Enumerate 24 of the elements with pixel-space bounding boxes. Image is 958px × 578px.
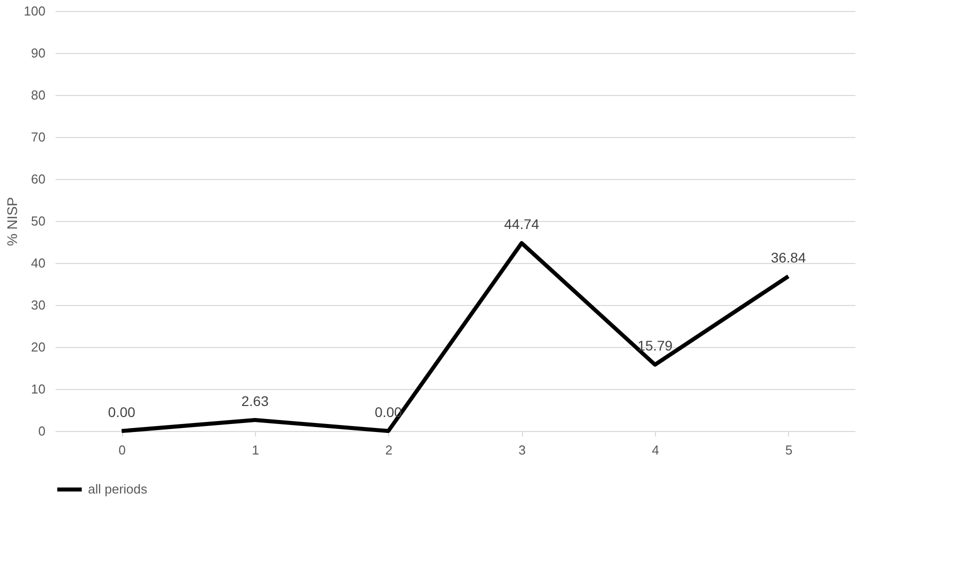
y-tick-label: 50 (31, 214, 46, 228)
y-tick-label: 60 (31, 172, 46, 186)
data-label: 2.63 (241, 392, 269, 409)
y-tick-label: 90 (31, 46, 46, 60)
x-tick-label: 3 (518, 442, 526, 458)
x-tick-label: 0 (118, 442, 126, 458)
y-tick-label: 20 (31, 340, 46, 354)
y-tick-label: 70 (31, 130, 46, 144)
data-label: 15.79 (637, 338, 673, 354)
y-tick-label: 40 (31, 256, 46, 270)
x-tick-label: 2 (385, 442, 392, 458)
data-label: 44.74 (504, 216, 540, 232)
data-label: 0.00 (108, 404, 136, 420)
y-tick-label: 80 (31, 88, 46, 102)
y-tick-label: 10 (31, 382, 46, 396)
y-axis-title: % NISP (4, 196, 20, 246)
y-tick-label: 0 (38, 424, 46, 438)
x-tick-label: 5 (785, 442, 792, 458)
legend-label: all periods (88, 482, 148, 496)
x-tick-label: 1 (252, 442, 260, 458)
y-tick-label: 100 (24, 4, 46, 18)
data-label: 36.84 (770, 249, 806, 266)
y-tick-label: 30 (31, 298, 46, 312)
x-tick-label: 4 (652, 442, 660, 458)
